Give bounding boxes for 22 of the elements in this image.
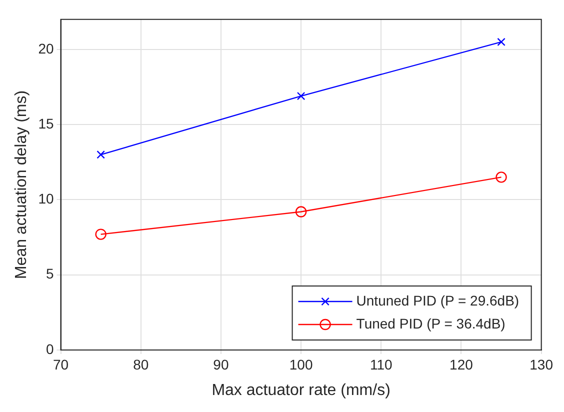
x-tick-label: 90 [213, 356, 229, 372]
point [95, 228, 106, 240]
point [497, 38, 506, 46]
point [296, 92, 306, 100]
legend-label: Tuned PID (P = 36.4dB) [356, 315, 506, 332]
x-tick-label: 80 [133, 356, 149, 372]
x-tick-label: 100 [289, 356, 313, 372]
x-tick-label: 130 [530, 356, 554, 372]
point [496, 172, 507, 183]
x-tick-label: 110 [370, 356, 393, 372]
legend-label: Untuned PID (P = 29.6dB) [356, 292, 520, 308]
y-tick-label: 5 [46, 266, 54, 282]
x-tick-label: 70 [52, 356, 69, 372]
y-axis-title: Mean actuation delay (ms) [13, 90, 30, 279]
point [295, 206, 307, 218]
y-tick-label: 20 [38, 40, 54, 56]
x-tick-label: 120 [450, 356, 474, 372]
y-tick-label: 10 [38, 190, 54, 207]
x-axis-title: Max actuator rate (mm/s) [212, 382, 390, 399]
y-tick-label: 15 [38, 115, 54, 132]
point [96, 150, 105, 159]
y-tick-label: 0 [46, 340, 54, 357]
